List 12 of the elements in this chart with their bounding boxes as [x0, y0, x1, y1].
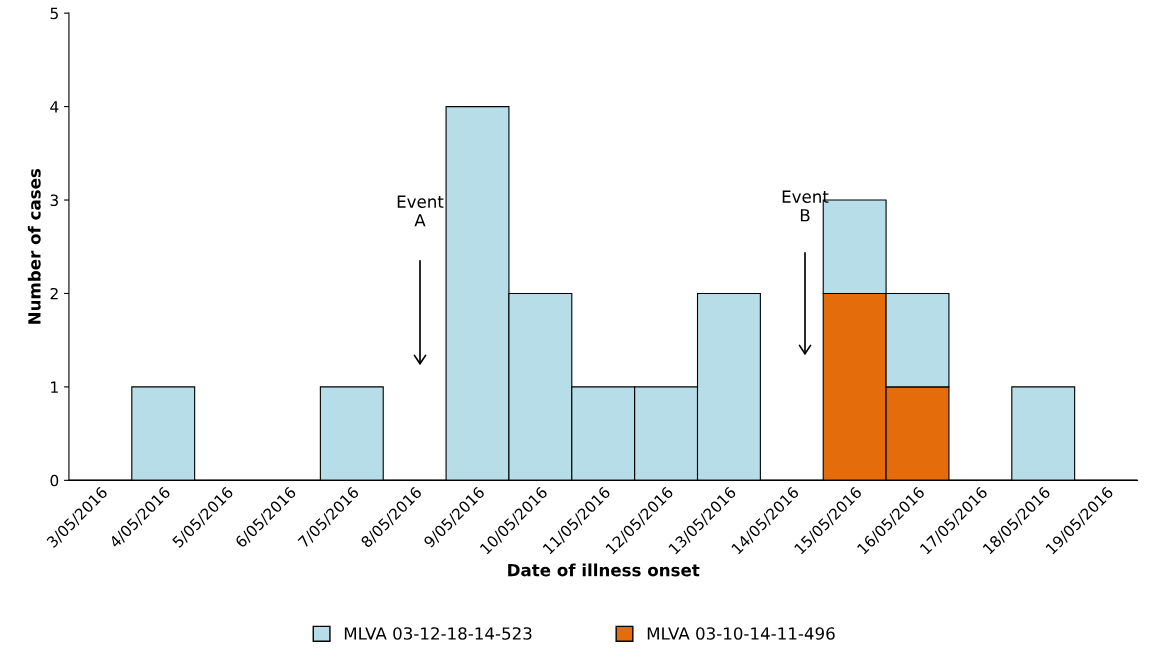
y-tick-label: 5 [50, 7, 58, 20]
y-tick-label: 2 [50, 287, 58, 300]
y-axis-title: Number of cases [27, 168, 41, 324]
x-axis-title: Date of illness onset [508, 563, 700, 577]
annotation: Event A [397, 195, 444, 227]
legend-label: MLVA 03-10-14-11-496 [647, 627, 835, 640]
legend-label: MLVA 03-12-18-14-523 [344, 627, 532, 640]
y-tick-label: 3 [50, 194, 58, 207]
y-tick-label: 0 [50, 474, 59, 487]
y-tick-label: 1 [51, 381, 58, 393]
annotation: Event B [782, 190, 829, 222]
y-tick-label: 4 [50, 101, 59, 113]
